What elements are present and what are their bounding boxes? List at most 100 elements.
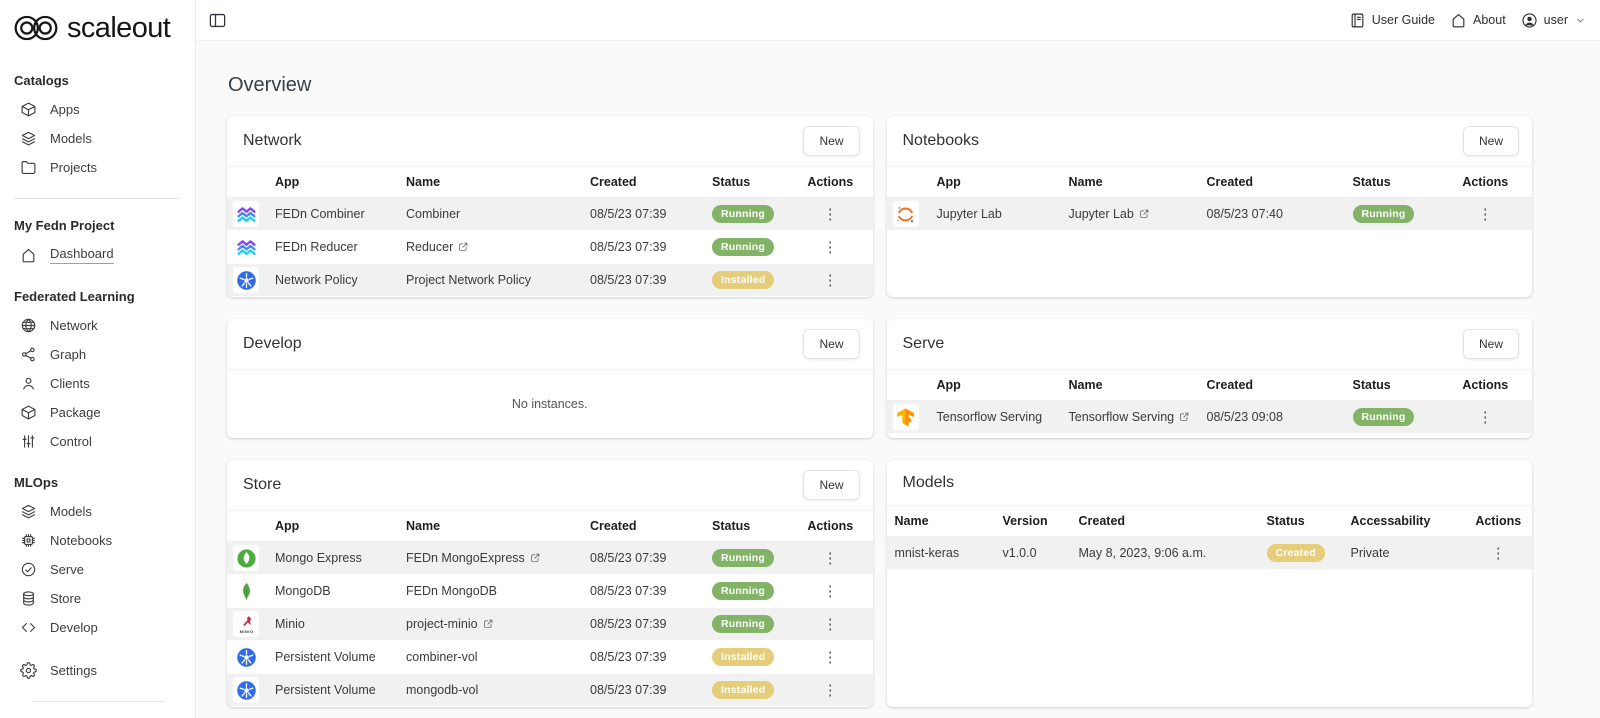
created-at: 08/5/23 07:39 — [590, 650, 667, 664]
status-badge: Installed — [712, 271, 775, 289]
created-at: 08/5/23 07:39 — [590, 207, 667, 221]
column-header-name: Name — [398, 511, 582, 542]
sidebar-item-control[interactable]: Control — [0, 427, 195, 456]
sidebar-item-graph[interactable]: Graph — [0, 340, 195, 369]
status-cell: Running — [1345, 401, 1439, 434]
icon-column-header — [227, 167, 267, 198]
scaleout-logo-icon — [14, 15, 58, 41]
created-at: 08/5/23 07:39 — [590, 273, 667, 287]
table-row: mnist-keras v1.0.0 May 8, 2023, 9:06 a.m. C… — [886, 536, 1532, 570]
sidebar-item-store[interactable]: Store — [0, 584, 195, 613]
row-actions-button[interactable]: ⋮ — [1470, 207, 1501, 222]
sidebar-item-notebooks[interactable]: Notebooks — [0, 526, 195, 555]
column-header-actions: Actions — [1438, 167, 1532, 198]
app-type: Minio — [275, 617, 305, 631]
layers-icon — [20, 130, 37, 147]
column-header-status: Status — [1344, 167, 1439, 198]
row-actions-button[interactable]: ⋮ — [815, 240, 846, 255]
external-link-icon — [1179, 411, 1190, 422]
sidebar-item-label: Apps — [50, 102, 80, 117]
external-link-icon — [483, 618, 494, 629]
row-actions-button[interactable]: ⋮ — [1483, 546, 1514, 561]
row-actions-button[interactable]: ⋮ — [815, 551, 846, 566]
fedn-icon — [233, 201, 259, 227]
status-cell: Running — [1345, 198, 1439, 231]
status-badge: Running — [712, 615, 774, 633]
column-header-version: Version — [994, 506, 1071, 537]
develop-card: Develop New No instances. — [227, 319, 873, 438]
sidebar-item-dashboard[interactable]: Dashboard — [0, 240, 195, 270]
column-header-created: Created — [1070, 506, 1259, 537]
check-circle-icon — [20, 561, 37, 578]
status-badge: Installed — [712, 648, 775, 666]
sidebar-item-serve[interactable]: Serve — [0, 555, 195, 584]
row-actions-button[interactable]: ⋮ — [815, 207, 846, 222]
sidebar-item-models[interactable]: Models — [0, 497, 195, 526]
sidebar-item-network[interactable]: Network — [0, 311, 195, 340]
row-actions-button[interactable]: ⋮ — [815, 617, 846, 632]
sidebar-section-federated-learning: Federated Learning — [14, 289, 135, 304]
row-actions-button[interactable]: ⋮ — [815, 584, 846, 599]
row-actions-button[interactable]: ⋮ — [815, 650, 846, 665]
sidebar-item-label: Store — [50, 591, 82, 606]
app-type: Persistent Volume — [275, 650, 376, 664]
sidebar-item-projects[interactable]: Projects — [0, 153, 195, 182]
notebooks-new-button[interactable]: New — [1462, 126, 1519, 156]
serve-new-button[interactable]: New — [1462, 329, 1519, 359]
store-new-button[interactable]: New — [803, 470, 860, 500]
instance-link[interactable]: Tensorflow Serving — [1061, 401, 1199, 434]
user-guide-link[interactable]: User Guide — [1349, 12, 1435, 29]
status-badge: Created — [1266, 544, 1325, 562]
instance-link[interactable]: project-minio — [398, 608, 582, 641]
sidebar-item-apps[interactable]: Apps — [0, 95, 195, 124]
chip-icon — [20, 532, 37, 549]
column-header-created: Created — [582, 511, 704, 542]
sidebar-item-label: Network — [50, 318, 98, 333]
table-row: Tensorflow Serving Tensorflow Serving 08/5… — [886, 400, 1532, 434]
sidebar-item-label: Clients — [50, 376, 90, 391]
app-type: Mongo Express — [275, 551, 362, 565]
row-actions-button[interactable]: ⋮ — [1470, 410, 1501, 425]
status-badge: Running — [712, 549, 774, 567]
row-actions-button[interactable]: ⋮ — [815, 273, 846, 288]
instance-link[interactable]: Reducer — [398, 231, 582, 264]
row-actions-button[interactable]: ⋮ — [815, 683, 846, 698]
about-link[interactable]: About — [1450, 12, 1506, 29]
sidebar-item-develop[interactable]: Develop — [0, 613, 195, 642]
status-cell: Installed — [704, 264, 788, 297]
column-header-app: App — [267, 511, 398, 542]
caret-down-icon — [1575, 15, 1586, 26]
develop-card-title: Develop — [243, 335, 302, 352]
sidebar-item-label: Notebooks — [50, 533, 113, 548]
app-type: Persistent Volume — [275, 683, 376, 697]
instance-link[interactable]: Jupyter Lab — [1061, 198, 1199, 231]
external-link-icon — [1139, 208, 1150, 219]
serve-card: Serve New App Name Created Status Actions Ten… — [886, 319, 1532, 438]
table-row: MINIO Minio project-minio 08/5/23 07:39 Runn… — [227, 607, 873, 641]
sidebar-toggle-button[interactable] — [206, 9, 229, 32]
instance-link: Project Network Policy — [406, 273, 532, 287]
store-table: App Name Created Status Actions Mongo Express… — [227, 511, 873, 707]
created-at: 08/5/23 07:40 — [1206, 207, 1283, 221]
column-header-created: Created — [582, 167, 704, 198]
status-badge: Running — [712, 238, 774, 256]
fedn-icon — [233, 234, 259, 260]
sidebar-gap — [0, 642, 195, 656]
mongo-express-icon — [233, 545, 259, 571]
column-header-app: App — [267, 167, 398, 198]
column-header-accessability: Accessability — [1342, 506, 1465, 537]
develop-new-button[interactable]: New — [803, 329, 860, 359]
instance-link[interactable]: FEDn MongoExpress — [398, 542, 582, 575]
network-new-button[interactable]: New — [803, 126, 860, 156]
sidebar-item-settings[interactable]: Settings — [0, 656, 195, 685]
sidebar-item-clients[interactable]: Clients — [0, 369, 195, 398]
notebooks-card-title: Notebooks — [902, 132, 980, 149]
user-menu[interactable]: user — [1521, 12, 1586, 29]
sidebar-item-models[interactable]: Models — [0, 124, 195, 153]
icon-column-header — [886, 370, 929, 401]
sidebar-item-package[interactable]: Package — [0, 398, 195, 427]
status-badge: Running — [1352, 408, 1415, 426]
table-row: Network Policy Project Network Policy 08/5… — [227, 263, 873, 297]
kubernetes-icon — [233, 267, 259, 293]
brand-logo[interactable]: scaleout — [0, 0, 195, 54]
